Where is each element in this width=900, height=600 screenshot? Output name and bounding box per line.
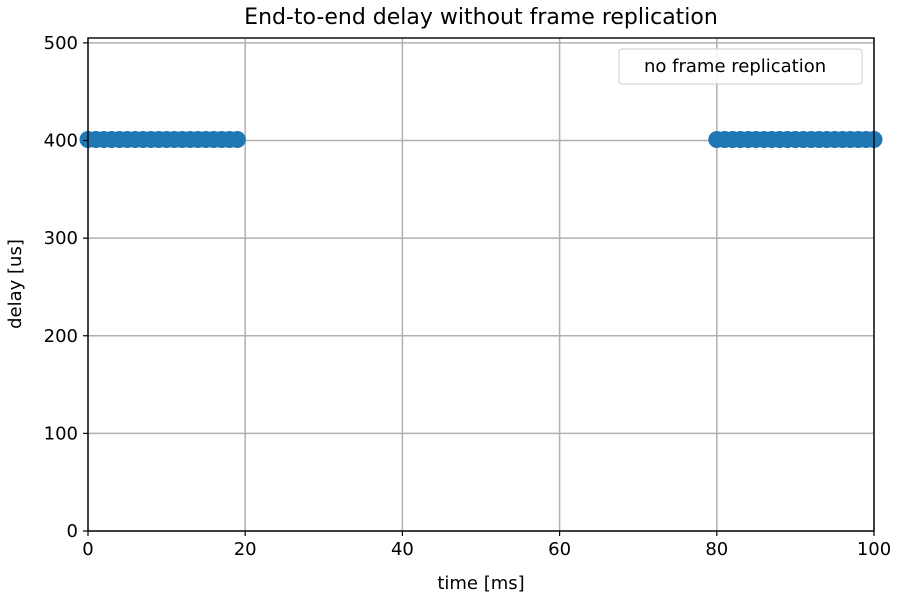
y-tick-label: 300 (44, 228, 78, 249)
x-tick-label: 40 (391, 539, 414, 560)
y-tick-label: 0 (67, 521, 78, 542)
legend-box (618, 48, 863, 85)
data-points (79, 131, 883, 149)
y-axis-ticks: 0 100 200 300 400 500 (44, 33, 88, 542)
legend-label: no frame replication (644, 56, 826, 77)
y-axis-label: delay [us] (5, 239, 26, 329)
y-tick-label: 500 (44, 33, 78, 54)
x-tick-label: 60 (548, 539, 571, 560)
chart-title: End-to-end delay without frame replicati… (244, 5, 718, 30)
y-tick-label: 100 (44, 423, 78, 444)
x-tick-label: 100 (857, 539, 891, 560)
data-point (228, 131, 246, 149)
grid (87, 38, 875, 532)
x-axis-ticks: 0 20 40 60 80 100 (82, 531, 891, 560)
x-tick-label: 80 (705, 539, 728, 560)
plot-frame (87, 37, 875, 532)
y-tick-label: 200 (44, 326, 78, 347)
legend: no frame replication (618, 48, 863, 85)
x-tick-label: 0 (82, 539, 93, 560)
y-tick-label: 400 (44, 131, 78, 152)
x-axis-label: time [ms] (437, 573, 524, 594)
x-tick-label: 20 (234, 539, 257, 560)
